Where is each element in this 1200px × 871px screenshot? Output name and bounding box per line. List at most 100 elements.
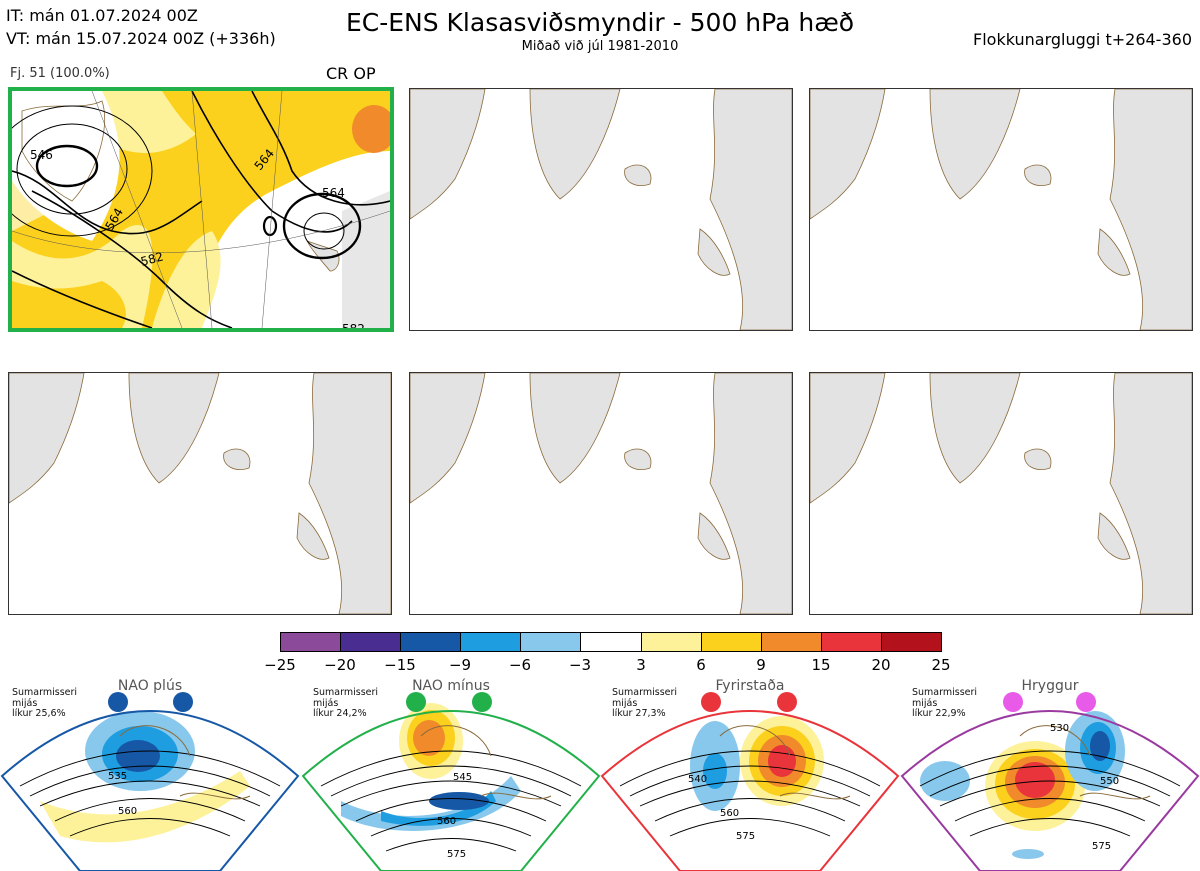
landmass — [296, 512, 330, 560]
colorbar-tick: 6 — [696, 656, 706, 674]
landmass — [529, 373, 621, 484]
regime-contour-label: 530 — [1050, 723, 1069, 734]
regime-contour-label: 575 — [1092, 841, 1111, 852]
colorbar-swatch — [821, 633, 882, 651]
colorbar-swatch — [581, 633, 642, 651]
classification-window: Flokkunargluggi t+264-360 — [973, 30, 1192, 49]
landmass — [410, 89, 486, 220]
cluster-tag: CR OP — [326, 64, 376, 83]
colorbar-swatch — [641, 633, 702, 651]
regime-ridge[interactable]: 530 550 575 Hryggur Sumarmisseri mijás l… — [900, 676, 1200, 871]
regime-contour-label: 560 — [720, 808, 739, 819]
colorbar-swatch — [281, 633, 342, 651]
land-outline — [9, 373, 391, 614]
colorbar-swatch — [461, 633, 522, 651]
colorbar-tick: −15 — [384, 656, 416, 674]
colorbar-swatch — [521, 633, 582, 651]
land-outline — [410, 89, 792, 330]
page-subtitle: Miðað við júl 1981-2010 — [521, 39, 679, 54]
colorbar-tick: 9 — [756, 656, 766, 674]
landmass — [1109, 89, 1192, 330]
regime-contour-label: 535 — [108, 771, 127, 782]
regime-name: Hryggur — [1021, 678, 1079, 694]
regime-name: Fyrirstaða — [715, 678, 785, 694]
landmass — [709, 89, 792, 330]
colorbar-swatch — [701, 633, 762, 651]
regime-ridge-map: 530 550 575 — [900, 692, 1200, 871]
landmass — [929, 89, 1021, 200]
landmass — [810, 89, 886, 220]
regime-contour-label: 560 — [118, 806, 137, 817]
regime-nao-minus-map: 545 560 575 — [301, 692, 601, 871]
regime-nao-plus[interactable]: 535 560 NAO plús Sumarmisseri mijás líku… — [0, 676, 300, 871]
regime-contour-label: 540 — [688, 774, 707, 785]
landmass — [697, 512, 731, 560]
contour-label: 582 — [342, 322, 365, 328]
landmass — [529, 89, 621, 200]
landmass — [410, 373, 486, 504]
colorbar-swatch — [761, 633, 822, 651]
contour-label: 564 — [322, 186, 345, 200]
regime-stats: Sumarmisseri mijás líkur 22,9% — [912, 687, 978, 719]
init-time: IT: mán 01.07.2024 00Z — [6, 6, 198, 25]
contour-label: 582 — [139, 249, 165, 268]
cluster-map-1[interactable]: 546 564 582 564 564 582 — [8, 87, 394, 332]
land-outline — [810, 373, 1192, 614]
regime-contour-label: 575 — [447, 849, 466, 860]
landmass — [1024, 164, 1052, 186]
regime-blocking-map: 540 560 575 — [600, 692, 900, 871]
contour-label: 546 — [30, 148, 53, 162]
regime-contour-label: 545 — [453, 772, 472, 783]
landmass — [810, 373, 886, 504]
landmass — [308, 373, 391, 614]
colorbar-tick: −6 — [508, 656, 532, 674]
landmass — [9, 373, 85, 504]
regime-name: NAO plús — [117, 678, 183, 694]
landmass — [1109, 373, 1192, 614]
colorbar-tick: −9 — [448, 656, 472, 674]
landmass — [624, 164, 652, 186]
cluster-members-label: Fj. 51 (100.0%) — [10, 66, 110, 81]
valid-time: VT: mán 15.07.2024 00Z (+336h) — [6, 29, 276, 48]
colorbar-tick: −3 — [568, 656, 592, 674]
regime-contour-label: 560 — [437, 816, 456, 827]
colorbar-swatch — [401, 633, 462, 651]
landmass — [1097, 228, 1131, 276]
regime-contour-label: 575 — [736, 831, 755, 842]
regime-stats: Sumarmisseri mijás líkur 25,6% — [12, 687, 78, 719]
cluster-map-3[interactable] — [809, 88, 1193, 331]
cluster-map-1-svg: 546 564 582 564 564 582 — [12, 91, 390, 328]
landmass — [128, 373, 220, 484]
regime-stats: Sumarmisseri mijás líkur 24,2% — [313, 687, 379, 719]
landmass — [1097, 512, 1131, 560]
cluster-map-5[interactable] — [409, 372, 793, 615]
colorbar-tick: 20 — [871, 656, 891, 674]
land-outline — [410, 373, 792, 614]
landmass — [1024, 448, 1052, 470]
colorbar-swatch — [881, 633, 942, 651]
anomaly-colorbar — [280, 632, 942, 652]
run-info: IT: mán 01.07.2024 00Z VT: mán 15.07.202… — [6, 4, 276, 50]
regime-stats: Sumarmisseri mijás líkur 27,3% — [612, 687, 678, 719]
colorbar-tick: 25 — [931, 656, 951, 674]
colorbar-tick: −20 — [324, 656, 356, 674]
regime-contour-label: 550 — [1100, 776, 1119, 787]
cluster-map-4[interactable] — [8, 372, 392, 615]
colorbar-swatch — [341, 633, 402, 651]
regime-blocking[interactable]: 540 560 575 Fyrirstaða Sumarmisseri mijá… — [600, 676, 900, 871]
land-outline — [810, 89, 1192, 330]
colorbar-tick: −25 — [264, 656, 296, 674]
regime-nao-plus-map: 535 560 — [0, 692, 300, 871]
colorbar-tick: 3 — [636, 656, 646, 674]
landmass — [709, 373, 792, 614]
page-title: EC-ENS Klasasviðsmyndir - 500 hPa hæð — [345, 8, 855, 37]
regime-nao-minus[interactable]: 545 560 575 NAO mínus Sumarmisseri mijás… — [301, 676, 601, 871]
cluster-map-2[interactable] — [409, 88, 793, 331]
colorbar-tick: 15 — [811, 656, 831, 674]
landmass — [624, 448, 652, 470]
landmass — [223, 448, 251, 470]
landmass — [697, 228, 731, 276]
cluster-map-6[interactable] — [809, 372, 1193, 615]
landmass — [929, 373, 1021, 484]
regime-name: NAO mínus — [412, 678, 490, 694]
